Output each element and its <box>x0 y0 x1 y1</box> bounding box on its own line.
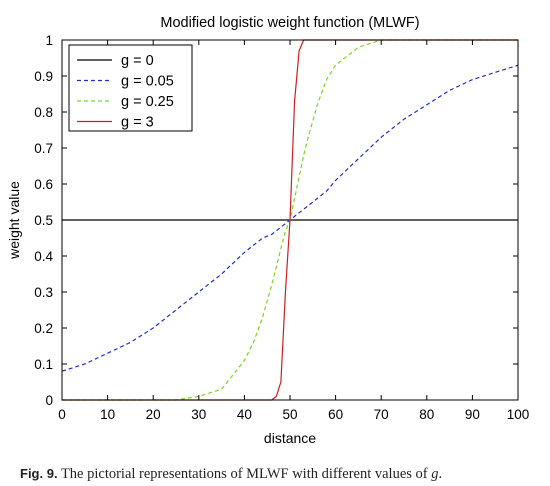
caption-label: Fig. 9. <box>20 466 58 481</box>
caption-text: The pictorial representations of MLWF wi… <box>60 466 428 482</box>
x-tick-label: 60 <box>328 407 343 422</box>
y-tick-label: 1 <box>45 33 53 48</box>
x-tick-label: 30 <box>191 407 206 422</box>
x-tick-label: 0 <box>58 407 66 422</box>
chart-title: Modified logistic weight function (MLWF) <box>160 15 419 31</box>
legend-label-2: g = 0.25 <box>121 94 174 110</box>
x-tick-label: 100 <box>507 407 530 422</box>
tick-layer: 0 10 20 30 40 50 60 70 80 90 100 0 0.1 0.2 0.3 0.4 0.5 0.… <box>34 33 529 422</box>
y-tick-label: 0.9 <box>34 69 53 84</box>
y-tick-label: 0.5 <box>34 213 53 228</box>
x-tick-label: 10 <box>100 407 115 422</box>
chart: Modified logistic weight function (MLWF)… <box>6 15 529 446</box>
x-tick-label: 20 <box>146 407 161 422</box>
y-tick-label: 0.6 <box>34 177 53 192</box>
y-tick-label: 0.3 <box>34 285 53 300</box>
y-tick-label: 0.8 <box>34 105 53 120</box>
legend: g = 0 g = 0.05 g = 0.25 g = 3 <box>68 44 193 132</box>
x-tick-label: 70 <box>374 407 389 422</box>
y-tick-label: 0.1 <box>34 357 53 372</box>
y-tick-label: 0.7 <box>34 141 53 156</box>
x-tick-label: 50 <box>282 407 297 422</box>
x-tick-label: 40 <box>237 407 252 422</box>
figure-caption: Fig. 9. The pictorial representations of… <box>20 466 540 483</box>
y-tick-label: 0 <box>45 393 53 408</box>
y-axis-label: weight value <box>6 181 22 260</box>
legend-box <box>68 44 193 132</box>
legend-label-0: g = 0 <box>121 53 154 69</box>
legend-label-3: g = 3 <box>121 115 154 131</box>
x-axis-label: distance <box>264 430 316 446</box>
legend-label-1: g = 0.05 <box>121 74 174 90</box>
y-tick-label: 0.2 <box>34 321 53 336</box>
y-tick-label: 0.4 <box>34 249 53 264</box>
caption-variable: g <box>431 466 439 482</box>
x-tick-label: 90 <box>465 407 480 422</box>
x-tick-label: 80 <box>419 407 434 422</box>
caption-end: . <box>438 466 443 482</box>
